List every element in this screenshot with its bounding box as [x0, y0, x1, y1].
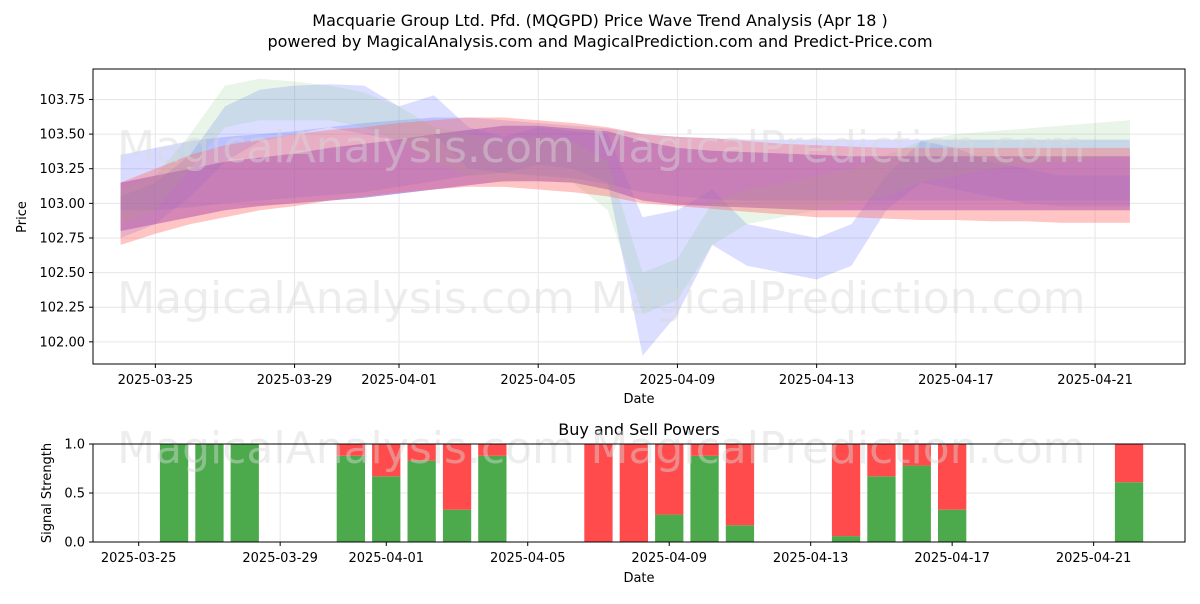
sell-bar-2025-04-04 — [478, 444, 507, 456]
signal-y-tick-label-2: 1.0 — [64, 438, 85, 453]
sell-bar-2025-04-11 — [725, 444, 755, 526]
signal-y-axis-label: Signal Strength — [40, 443, 55, 543]
buy-bar-2025-03-28 — [230, 444, 259, 542]
price-x-tick-label-0: 2025-03-25 — [118, 373, 194, 388]
price-y-tick-label-3: 102.75 — [40, 231, 86, 246]
buy-bar-2025-04-11 — [725, 525, 755, 542]
chart-title-line1: Macquarie Group Ltd. Pfd. (MQGPD) Price … — [312, 11, 887, 30]
chart-title-line2: powered by MagicalAnalysis.com and Magic… — [267, 32, 932, 51]
sell-bar-2025-04-14 — [831, 444, 861, 537]
sell-bar-2025-04-22 — [1114, 444, 1144, 483]
price-y-tick-label-0: 102.00 — [40, 335, 86, 350]
buy-bar-2025-04-03 — [442, 509, 472, 542]
signal-x-tick-label-6: 2025-04-17 — [914, 551, 990, 566]
signal-x-tick-label-2: 2025-04-01 — [348, 551, 424, 566]
buy-bar-2025-04-10 — [690, 455, 719, 542]
price-x-axis-label: Date — [623, 392, 654, 407]
signal-x-tick-label-4: 2025-04-09 — [631, 551, 707, 566]
price-y-tick-label-1: 102.25 — [40, 301, 86, 316]
sell-bar-2025-03-31 — [336, 444, 365, 456]
signal-chart-title: Buy and Sell Powers — [558, 420, 720, 439]
buy-bar-2025-04-14 — [831, 536, 861, 542]
price-bands — [120, 78, 1130, 356]
buy-bar-2025-04-04 — [478, 455, 507, 542]
buy-bar-2025-04-02 — [407, 460, 436, 542]
buy-bar-2025-04-15 — [867, 476, 896, 542]
sell-bar-2025-04-17 — [938, 444, 967, 510]
buy-bar-2025-04-17 — [938, 509, 967, 542]
watermark-top-2: MagicalPrediction.com — [591, 122, 1086, 173]
sell-bar-2025-04-02 — [407, 444, 436, 461]
price-x-tick-label-7: 2025-04-21 — [1057, 373, 1133, 388]
signal-x-tick-label-1: 2025-03-29 — [242, 551, 318, 566]
price-y-tick-label-5: 103.25 — [40, 162, 86, 177]
price-band-1-blue — [120, 117, 1130, 211]
watermark-top-1: MagicalAnalysis.com — [117, 122, 575, 173]
signal-y-tick-label-0: 0.0 — [64, 536, 85, 551]
signal-y-tick-label-1: 0.5 — [64, 487, 85, 502]
signal-x-tick-label-7: 2025-04-21 — [1056, 551, 1132, 566]
buy-bar-2025-04-09 — [655, 514, 684, 542]
sell-bar-2025-04-08 — [619, 444, 648, 542]
sell-bar-2025-04-10 — [690, 444, 719, 456]
price-y-axis: 102.00 102.25 102.50 102.75 103.00 103.25 103.… — [40, 93, 93, 350]
buy-bar-2025-04-22 — [1114, 482, 1144, 542]
price-x-tick-label-2: 2025-04-01 — [361, 373, 437, 388]
buy-bar-2025-04-01 — [372, 476, 401, 542]
price-band-4-red — [120, 117, 1130, 245]
price-x-tick-label-5: 2025-04-13 — [779, 373, 855, 388]
watermark-mid-2: MagicalPrediction.com — [591, 273, 1086, 324]
signal-x-axis-label: Date — [623, 571, 654, 586]
price-y-tick-label-2: 102.50 — [40, 266, 86, 281]
buy-bar-2025-03-26 — [159, 444, 189, 542]
watermark-mid-1: MagicalAnalysis.com — [117, 273, 575, 324]
price-x-axis: 2025-03-25 2025-03-29 2025-04-01 2025-04-05… — [118, 364, 1133, 388]
sell-bar-2025-04-09 — [655, 444, 684, 515]
price-band-2-blue — [120, 84, 1130, 356]
signal-bars — [159, 444, 1144, 542]
price-y-tick-label-4: 103.00 — [40, 197, 86, 212]
signal-panel: Buy and Sell Powers MagicalAnalysis.com … — [40, 420, 1186, 586]
price-panel: MagicalAnalysis.com MagicalPrediction.co… — [15, 68, 1186, 407]
price-band-0-purple — [120, 125, 1130, 231]
sell-bar-2025-04-01 — [372, 444, 401, 477]
price-y-tick-label-6: 103.50 — [40, 128, 86, 143]
sell-bar-2025-04-03 — [442, 444, 472, 510]
price-y-axis-label: Price — [15, 201, 30, 233]
buy-bar-2025-03-27 — [195, 444, 224, 542]
price-x-tick-label-4: 2025-04-09 — [640, 373, 716, 388]
price-x-tick-label-3: 2025-04-05 — [500, 373, 576, 388]
price-grid — [93, 69, 1185, 364]
signal-y-axis: 0.0 0.5 1.0 — [64, 438, 93, 551]
watermark-bottom-2: MagicalPrediction.com — [591, 423, 1086, 474]
price-y-tick-label-7: 103.75 — [40, 93, 86, 108]
sell-bar-2025-04-16 — [902, 444, 931, 466]
signal-x-axis: 2025-03-25 2025-03-29 2025-04-01 2025-04-05… — [101, 542, 1132, 566]
buy-bar-2025-04-16 — [902, 465, 931, 542]
price-x-tick-label-1: 2025-03-29 — [257, 373, 333, 388]
signal-watermarks: MagicalAnalysis.com MagicalPrediction.co… — [117, 423, 1085, 474]
price-plot-frame — [92, 68, 1186, 365]
price-x-tick-label-6: 2025-04-17 — [918, 373, 994, 388]
watermark-bottom-1: MagicalAnalysis.com — [117, 423, 575, 474]
signal-x-tick-label-5: 2025-04-13 — [773, 551, 849, 566]
buy-bar-2025-03-31 — [336, 455, 365, 542]
sell-bar-2025-04-07 — [584, 444, 613, 542]
price-watermarks: MagicalAnalysis.com MagicalPrediction.co… — [117, 122, 1085, 324]
price-band-3-green — [120, 78, 1130, 315]
signal-x-tick-label-3: 2025-04-05 — [490, 551, 566, 566]
signal-x-tick-label-0: 2025-03-25 — [101, 551, 177, 566]
sell-bar-2025-04-15 — [867, 444, 896, 477]
